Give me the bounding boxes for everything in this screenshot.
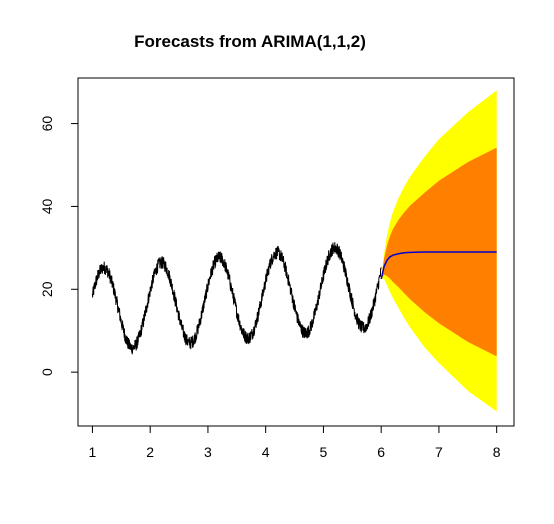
history-series	[91, 242, 382, 355]
x-tick-label: 4	[262, 444, 270, 460]
y-tick-label: 0	[39, 368, 55, 376]
x-tick-label: 6	[377, 444, 385, 460]
forecast-mean	[380, 251, 497, 280]
y-tick-label: 20	[39, 281, 55, 297]
chart-title: Forecasts from ARIMA(1,1,2)	[134, 32, 366, 51]
x-tick-label: 3	[204, 444, 212, 460]
history-line	[91, 242, 382, 355]
x-axis: 1 2 3 4 5 6 7 8	[89, 425, 501, 460]
y-tick-label: 40	[39, 198, 55, 214]
forecast-mean-line	[380, 251, 497, 280]
x-tick-label: 2	[146, 444, 154, 460]
x-tick-label: 8	[493, 444, 501, 460]
x-tick-label: 5	[320, 444, 328, 460]
x-tick-label: 1	[89, 444, 97, 460]
y-tick-label: 60	[39, 116, 55, 132]
y-axis: 0 20 40 60	[39, 116, 79, 376]
x-tick-label: 7	[435, 444, 443, 460]
